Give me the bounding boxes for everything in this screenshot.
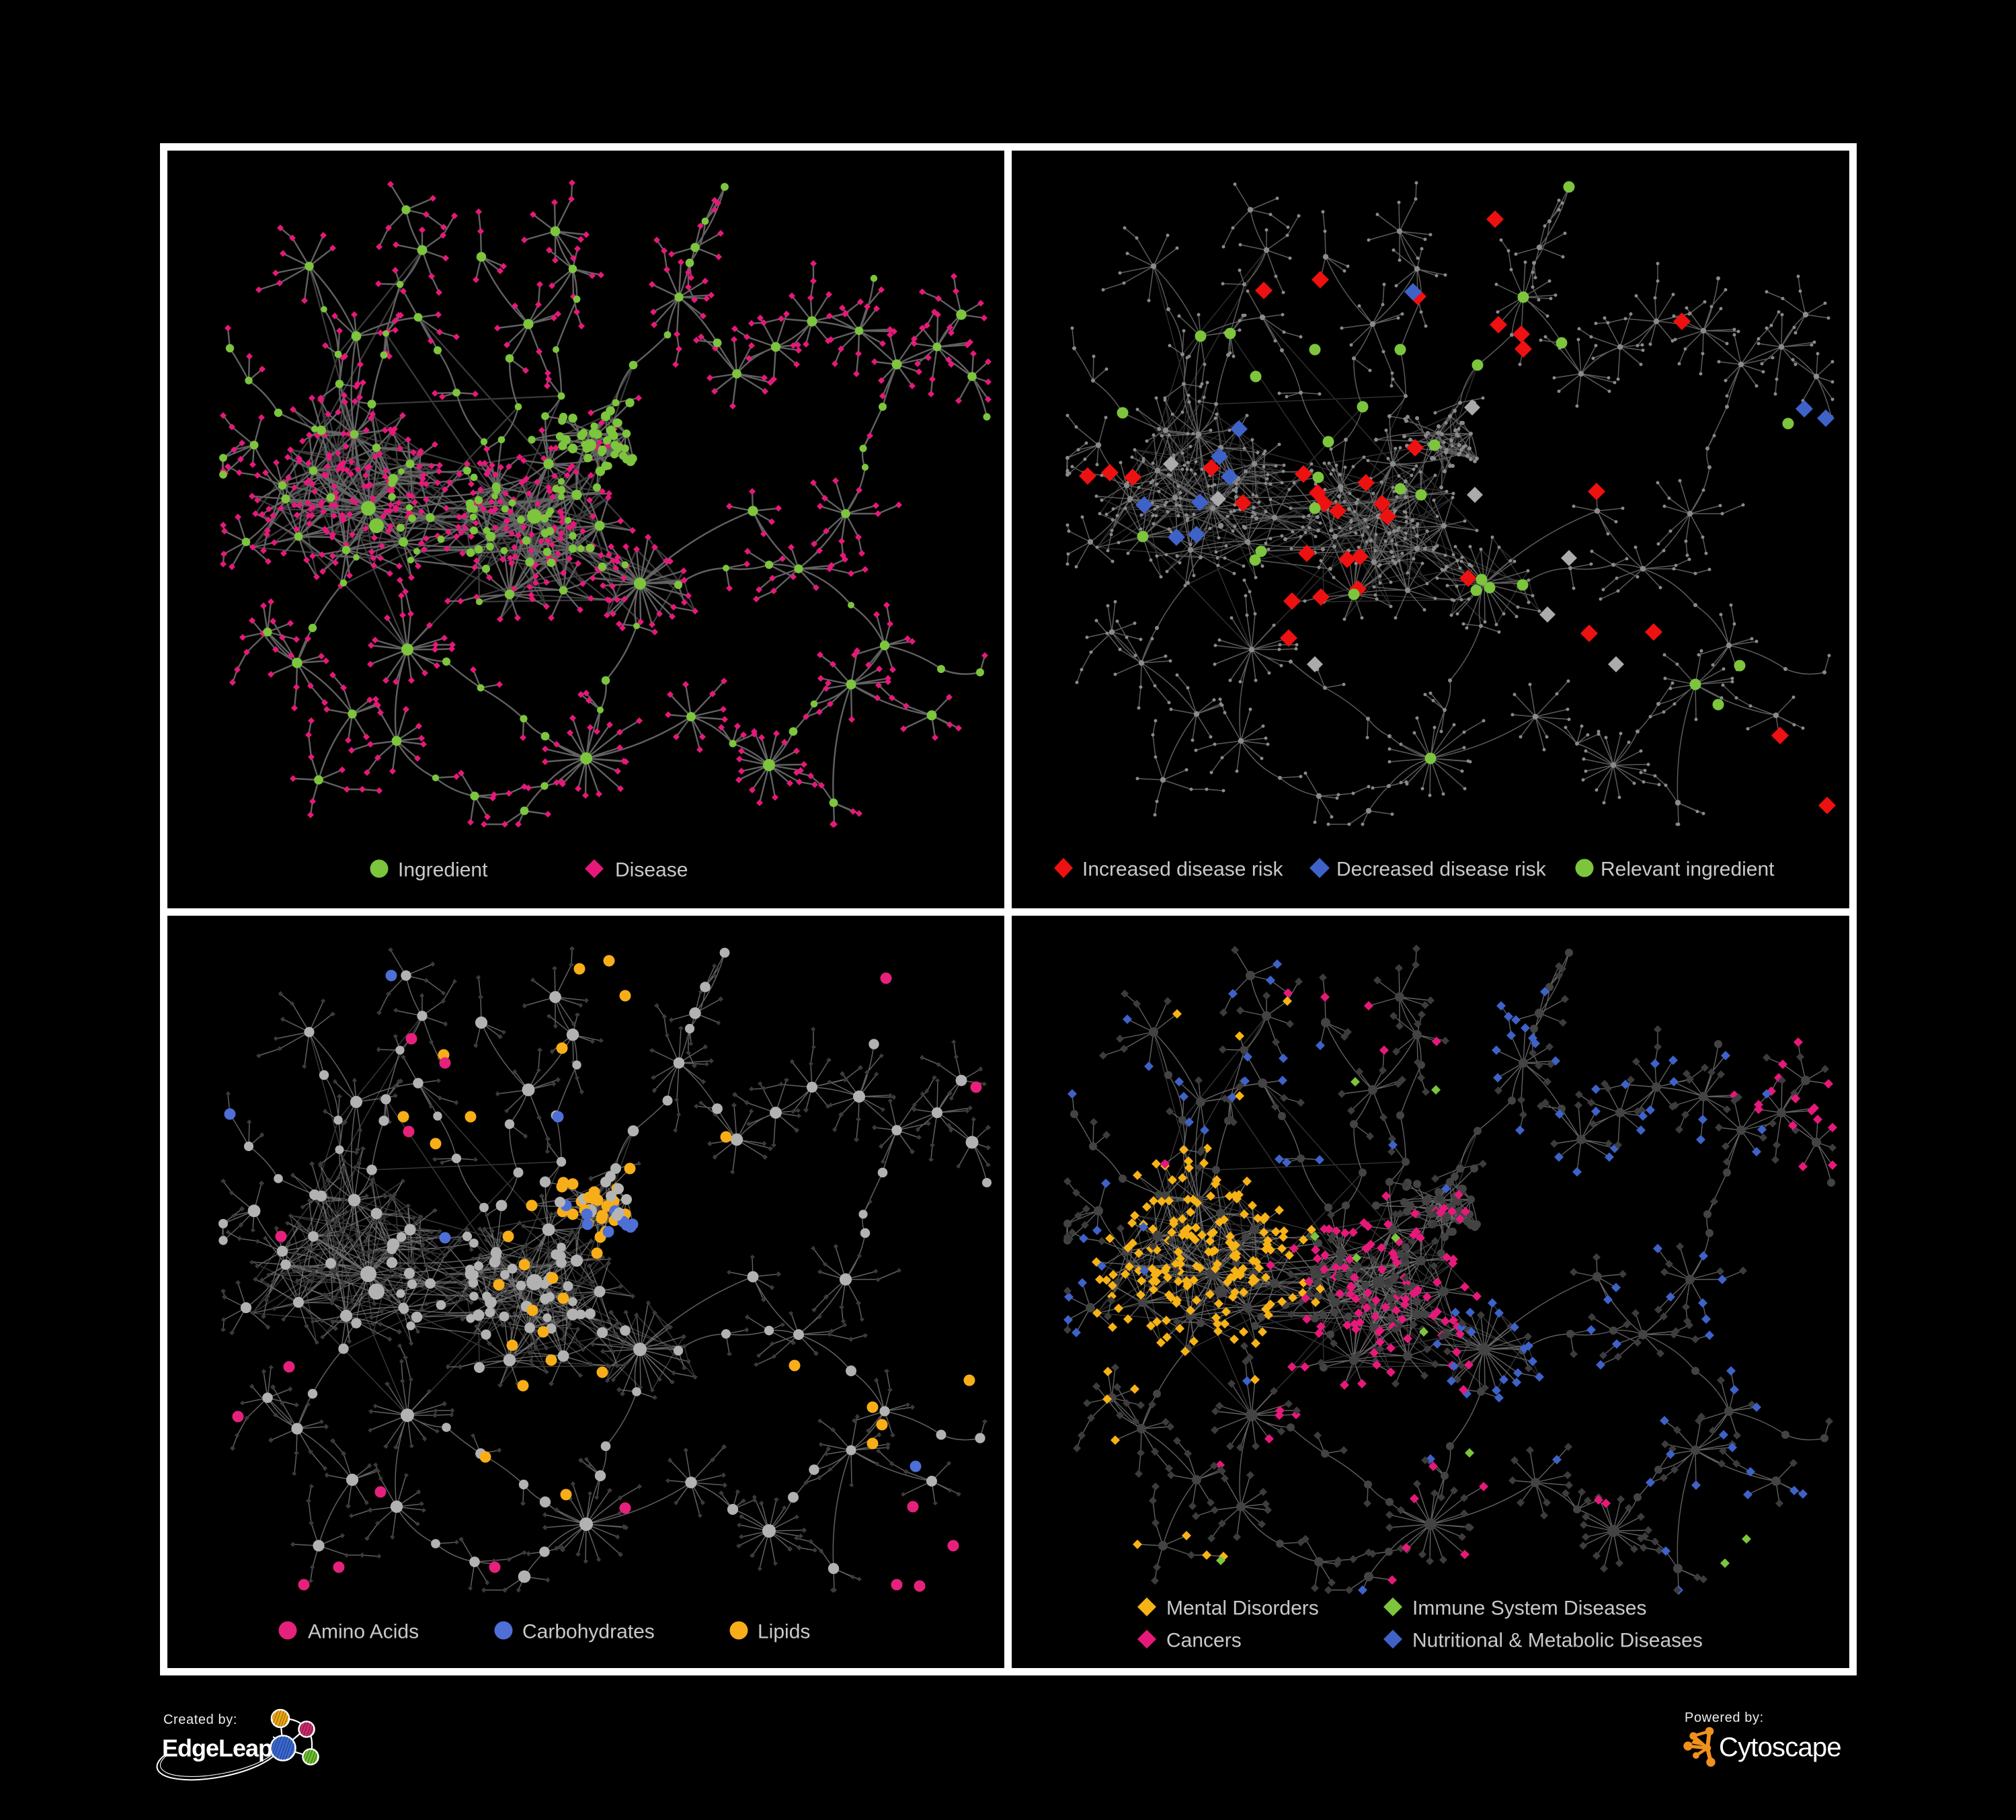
svg-text:Mental Disorders: Mental Disorders — [1166, 1597, 1319, 1620]
svg-text:Carbohydrates: Carbohydrates — [522, 1621, 655, 1643]
svg-text:Created by:: Created by: — [163, 1712, 237, 1727]
svg-text:Cancers: Cancers — [1166, 1630, 1242, 1652]
svg-text:Increased disease risk: Increased disease risk — [1082, 859, 1283, 881]
svg-text:EdgeLeap: EdgeLeap — [162, 1735, 272, 1762]
svg-text:Decreased disease risk: Decreased disease risk — [1336, 859, 1547, 881]
svg-text:Powered by:: Powered by: — [1685, 1710, 1764, 1725]
svg-text:Relevant ingredient: Relevant ingredient — [1601, 859, 1775, 881]
svg-text:Cytoscape: Cytoscape — [1719, 1733, 1841, 1762]
svg-text:Ingredient: Ingredient — [398, 859, 488, 881]
svg-text:Amino Acids: Amino Acids — [308, 1621, 419, 1643]
svg-text:Disease: Disease — [615, 859, 688, 881]
svg-text:Lipids: Lipids — [758, 1621, 810, 1643]
svg-text:Nutritional & Metabolic Diseas: Nutritional & Metabolic Diseases — [1412, 1630, 1703, 1652]
svg-text:Immune System Diseases: Immune System Diseases — [1412, 1597, 1646, 1620]
